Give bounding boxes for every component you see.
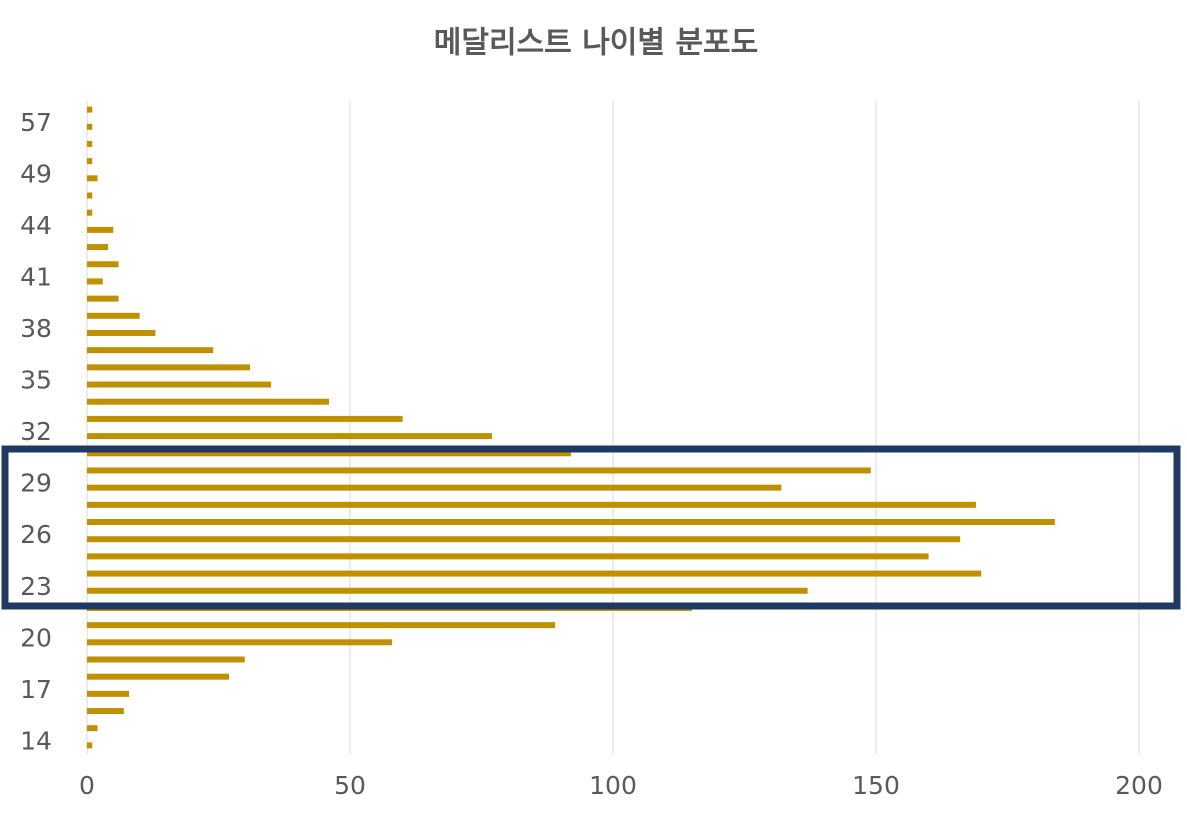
x-tick-label: 100 <box>589 771 637 800</box>
bar <box>87 570 982 577</box>
bar <box>87 467 871 474</box>
y-tick-label: 23 <box>20 572 52 601</box>
bar <box>87 433 493 440</box>
bar <box>87 656 245 663</box>
y-tick-label: 20 <box>20 623 52 652</box>
bar <box>87 364 251 371</box>
bar <box>87 312 140 319</box>
y-tick-label: 32 <box>20 417 52 446</box>
y-tick-label: 35 <box>20 366 52 395</box>
y-tick-label: 49 <box>20 159 52 188</box>
y-tick-label: 26 <box>20 520 52 549</box>
y-tick-label: 44 <box>20 211 52 240</box>
bar <box>87 158 93 165</box>
bar <box>87 295 119 302</box>
bar <box>87 244 109 251</box>
bar <box>87 329 156 336</box>
bar <box>87 175 98 182</box>
bar <box>87 209 93 216</box>
bar <box>87 553 929 560</box>
bar <box>87 415 403 422</box>
x-tick-label: 0 <box>79 771 95 800</box>
bar <box>87 347 214 354</box>
bar <box>87 123 93 130</box>
x-tick-label: 50 <box>334 771 366 800</box>
x-tick-label: 200 <box>1115 771 1163 800</box>
bar <box>87 140 93 147</box>
y-tick-label: 41 <box>20 262 52 291</box>
bar <box>87 673 230 680</box>
x-tick-label: 150 <box>852 771 900 800</box>
bar <box>87 450 571 457</box>
chart-title: 메달리스트 나이별 분포도 <box>434 26 759 61</box>
bar <box>87 742 93 749</box>
y-tick-label: 57 <box>20 108 52 137</box>
bar <box>87 519 1055 526</box>
bar <box>87 192 93 199</box>
bar <box>87 639 393 646</box>
bar <box>87 622 556 629</box>
bar <box>87 725 98 732</box>
bar <box>87 536 961 543</box>
bar <box>87 587 808 594</box>
bar <box>87 398 329 405</box>
y-tick-label: 14 <box>20 726 52 755</box>
y-tick-label: 29 <box>20 469 52 498</box>
bar <box>87 278 103 285</box>
bar <box>87 381 272 388</box>
bar <box>87 501 976 508</box>
bar <box>87 484 782 491</box>
bar <box>87 690 130 697</box>
highlight-box <box>1 445 1181 610</box>
bar <box>87 106 93 113</box>
y-tick-label: 17 <box>20 675 52 704</box>
bar <box>87 261 119 268</box>
bar <box>87 708 124 715</box>
y-tick-label: 38 <box>20 314 52 343</box>
bar <box>87 226 114 233</box>
